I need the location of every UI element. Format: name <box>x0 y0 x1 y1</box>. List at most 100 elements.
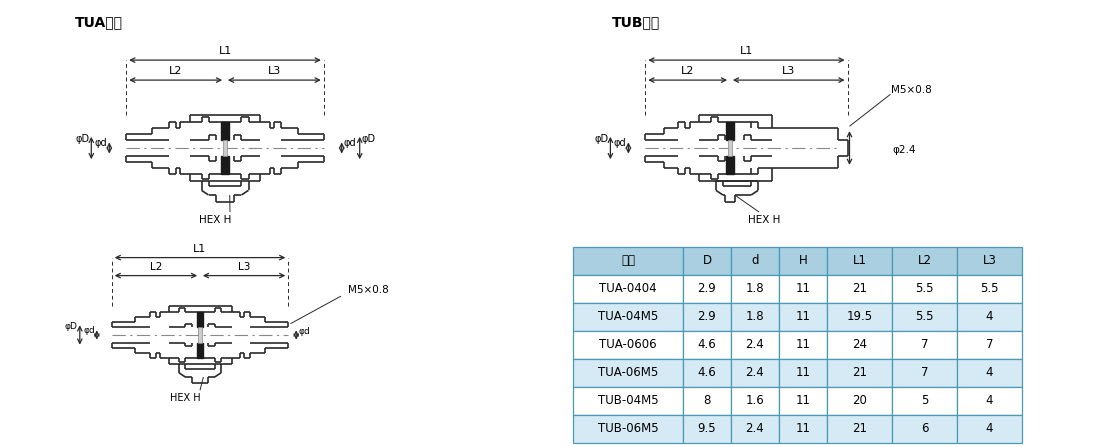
Bar <box>683 387 732 415</box>
Text: 2.4: 2.4 <box>746 367 764 380</box>
Text: L3: L3 <box>238 261 251 272</box>
Text: φd: φd <box>84 326 95 335</box>
Bar <box>221 156 229 174</box>
Bar <box>827 359 892 387</box>
Text: M5×0.8: M5×0.8 <box>349 285 389 295</box>
Bar <box>221 122 229 139</box>
Bar <box>827 415 892 443</box>
Text: TUA-0404: TUA-0404 <box>600 283 657 295</box>
Text: φd: φd <box>95 138 108 148</box>
Text: 24: 24 <box>852 338 867 351</box>
Bar <box>957 303 1022 331</box>
Text: 2.4: 2.4 <box>746 338 764 351</box>
Text: φd: φd <box>343 138 356 148</box>
Text: TUA类型: TUA类型 <box>75 15 123 29</box>
Text: L2: L2 <box>681 66 694 76</box>
Bar <box>892 331 957 359</box>
Bar <box>573 331 683 359</box>
Bar <box>198 328 202 342</box>
Bar <box>957 275 1022 303</box>
Bar <box>779 275 827 303</box>
Text: TUA-04M5: TUA-04M5 <box>598 311 658 324</box>
Text: 4: 4 <box>986 395 993 408</box>
Bar <box>732 303 779 331</box>
Text: 19.5: 19.5 <box>846 311 872 324</box>
Bar <box>732 275 779 303</box>
Bar <box>892 275 957 303</box>
Bar <box>683 275 732 303</box>
Bar <box>732 415 779 443</box>
Bar <box>683 359 732 387</box>
Bar <box>892 359 957 387</box>
Text: 2.4: 2.4 <box>746 422 764 435</box>
Text: 9.5: 9.5 <box>697 422 716 435</box>
Text: L2: L2 <box>169 66 183 76</box>
Text: 4: 4 <box>986 422 993 435</box>
Text: φD: φD <box>75 134 89 143</box>
Bar <box>683 303 732 331</box>
Text: 7: 7 <box>921 338 928 351</box>
Text: 20: 20 <box>852 395 867 408</box>
Text: 11: 11 <box>795 395 811 408</box>
Text: HEX H: HEX H <box>199 215 231 225</box>
Text: φD: φD <box>362 134 376 143</box>
Text: L3: L3 <box>982 254 997 267</box>
Text: φD: φD <box>65 322 78 331</box>
Bar <box>779 247 827 275</box>
Text: TUA-0606: TUA-0606 <box>600 338 657 351</box>
Bar <box>892 247 957 275</box>
Bar <box>957 247 1022 275</box>
Bar <box>732 359 779 387</box>
Text: TUB类型: TUB类型 <box>612 15 660 29</box>
Bar <box>892 415 957 443</box>
Text: L1: L1 <box>219 46 232 56</box>
Text: 5: 5 <box>921 395 928 408</box>
Bar <box>573 275 683 303</box>
Text: 11: 11 <box>795 367 811 380</box>
Text: 8: 8 <box>703 395 711 408</box>
Bar <box>779 331 827 359</box>
Text: 型式: 型式 <box>621 254 635 267</box>
Bar <box>892 387 957 415</box>
Bar <box>957 415 1022 443</box>
Text: H: H <box>799 254 807 267</box>
Text: HEX H: HEX H <box>169 393 200 403</box>
Bar <box>827 275 892 303</box>
Text: L3: L3 <box>267 66 280 76</box>
Text: 5.5: 5.5 <box>915 311 934 324</box>
Text: 1.8: 1.8 <box>746 311 764 324</box>
Text: TUB-04M5: TUB-04M5 <box>597 395 658 408</box>
Text: TUB-06M5: TUB-06M5 <box>597 422 658 435</box>
Text: 7: 7 <box>986 338 993 351</box>
Text: L1: L1 <box>852 254 867 267</box>
Text: 11: 11 <box>795 311 811 324</box>
Text: 11: 11 <box>795 338 811 351</box>
Text: 6: 6 <box>921 422 928 435</box>
Bar <box>683 247 732 275</box>
Bar <box>732 247 779 275</box>
Text: L1: L1 <box>740 46 754 56</box>
Text: 4: 4 <box>986 311 993 324</box>
Text: TUA-06M5: TUA-06M5 <box>598 367 658 380</box>
Text: 5.5: 5.5 <box>980 283 999 295</box>
Bar <box>892 303 957 331</box>
Text: 21: 21 <box>852 283 867 295</box>
Text: 5.5: 5.5 <box>915 283 934 295</box>
Text: 11: 11 <box>795 422 811 435</box>
Bar <box>957 359 1022 387</box>
Bar <box>573 303 683 331</box>
Text: 7: 7 <box>921 367 928 380</box>
Text: HEX H: HEX H <box>748 215 780 225</box>
Bar <box>957 331 1022 359</box>
Text: L2: L2 <box>150 261 162 272</box>
Text: 1.6: 1.6 <box>746 395 764 408</box>
Bar <box>728 139 733 156</box>
Text: D: D <box>703 254 712 267</box>
Text: d: d <box>751 254 759 267</box>
Bar <box>726 122 734 139</box>
Text: 11: 11 <box>795 283 811 295</box>
Text: φd: φd <box>614 138 626 148</box>
Bar <box>726 156 734 174</box>
Text: 21: 21 <box>852 422 867 435</box>
Bar <box>683 331 732 359</box>
